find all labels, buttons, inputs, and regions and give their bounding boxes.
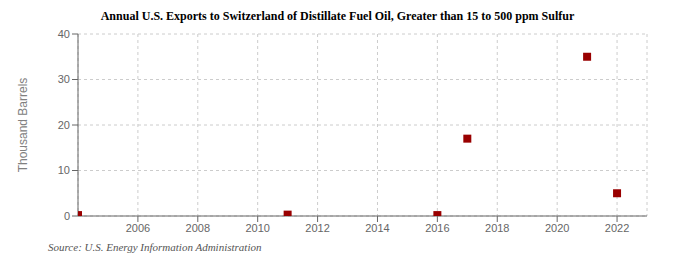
svg-text:2018: 2018 bbox=[485, 222, 509, 234]
svg-text:30: 30 bbox=[58, 73, 70, 85]
svg-text:2014: 2014 bbox=[365, 222, 389, 234]
svg-text:2010: 2010 bbox=[245, 222, 269, 234]
svg-text:2022: 2022 bbox=[605, 222, 629, 234]
html-text:Annual U.S. Exports to Switzer: Annual U.S. Exports to Switzerland of Di… bbox=[100, 9, 575, 23]
svg-text:2020: 2020 bbox=[545, 222, 569, 234]
svg-text:2012: 2012 bbox=[305, 222, 329, 234]
svg-text:10: 10 bbox=[58, 164, 70, 176]
html-text:Source: U.S. Energy Informatio: Source: U.S. Energy Information Administ… bbox=[48, 241, 262, 253]
svg-text:40: 40 bbox=[58, 28, 70, 40]
svg-text:Thousand Barrels: Thousand Barrels bbox=[16, 78, 30, 173]
svg-text:2006: 2006 bbox=[126, 222, 150, 234]
svg-text:0: 0 bbox=[64, 210, 70, 222]
svg-text:2008: 2008 bbox=[186, 222, 210, 234]
svg-text:2016: 2016 bbox=[425, 222, 449, 234]
svg-text:20: 20 bbox=[58, 119, 70, 131]
